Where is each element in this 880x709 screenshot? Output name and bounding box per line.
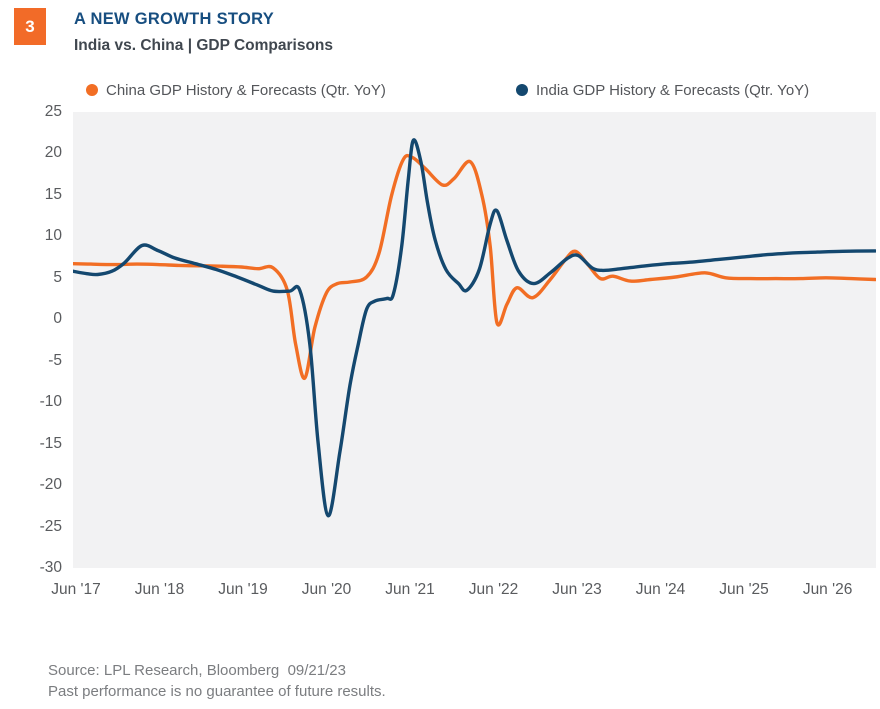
- x-tick-label: Jun '26: [802, 581, 853, 598]
- legend-item-china: China GDP History & Forecasts (Qtr. YoY): [86, 81, 386, 99]
- figure-subtitle: India vs. China | GDP Comparisons: [74, 37, 333, 54]
- y-tick-label: 0: [53, 310, 62, 328]
- legend-label-china: China GDP History & Forecasts (Qtr. YoY): [106, 81, 386, 99]
- legend-item-india: India GDP History & Forecasts (Qtr. YoY): [516, 81, 809, 99]
- y-tick-label: 25: [44, 103, 62, 120]
- x-tick-label: Jun '25: [719, 581, 769, 598]
- china-series-marker-icon: [86, 84, 98, 96]
- y-tick-label: -5: [48, 351, 62, 369]
- y-tick-label: 10: [44, 227, 62, 245]
- x-tick-label: Jun '23: [552, 581, 602, 598]
- figure-title: A NEW GROWTH STORY: [74, 10, 275, 28]
- y-tick-label: -25: [39, 517, 62, 535]
- source-note: Source: LPL Research, Bloomberg 09/21/23: [48, 662, 346, 679]
- y-tick-label: 5: [53, 268, 62, 286]
- figure-number-badge: 3: [14, 8, 46, 45]
- legend-label-india: India GDP History & Forecasts (Qtr. YoY): [536, 81, 810, 99]
- y-tick-label: 20: [44, 144, 62, 162]
- x-tick-label: Jun '19: [218, 581, 268, 598]
- y-tick-label: -15: [39, 434, 62, 452]
- x-tick-label: Jun '18: [134, 581, 185, 598]
- x-tick-label: Jun '22: [468, 581, 519, 598]
- gdp-line-chart: [73, 138, 876, 518]
- india-series-marker-icon: [516, 84, 528, 96]
- chart-plot-area: [73, 112, 876, 568]
- y-tick-label: -20: [39, 476, 62, 494]
- y-tick-label: -30: [39, 559, 62, 576]
- x-tick-label: Jun '24: [635, 581, 686, 598]
- series-line-china: [73, 153, 876, 380]
- x-tick-label: Jun '17: [51, 581, 101, 598]
- x-tick-label: Jun '21: [385, 581, 435, 598]
- series-line-india: [73, 138, 876, 518]
- disclaimer-note: Past performance is no guarantee of futu…: [48, 683, 386, 700]
- x-tick-label: Jun '20: [301, 581, 352, 598]
- y-tick-label: -10: [39, 393, 62, 411]
- y-tick-label: 15: [44, 185, 62, 203]
